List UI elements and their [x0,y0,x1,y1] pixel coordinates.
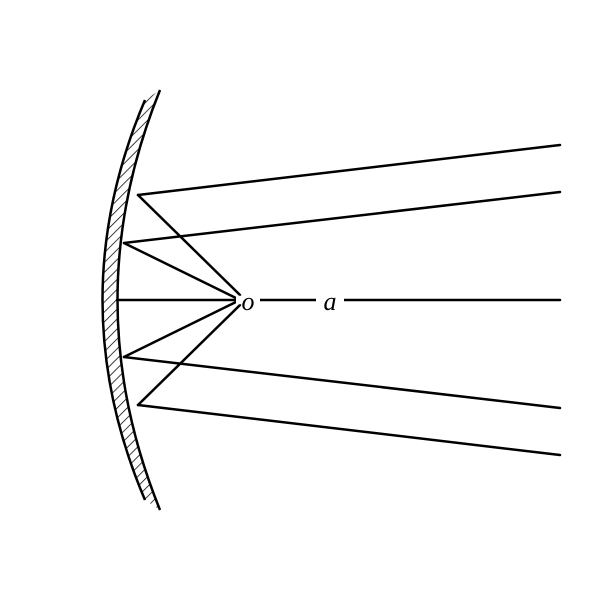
incident-ray [124,192,560,243]
reflected-ray [138,305,240,405]
incident-ray [138,405,560,455]
center-point-label: a [324,287,337,316]
reflected-ray [138,195,240,295]
incident-ray [124,357,560,408]
incident-ray [138,145,560,195]
reflected-ray [124,243,240,300]
focal-point-label: o [242,287,255,316]
reflected-ray [124,300,240,357]
optics-diagram: o a [0,0,599,600]
